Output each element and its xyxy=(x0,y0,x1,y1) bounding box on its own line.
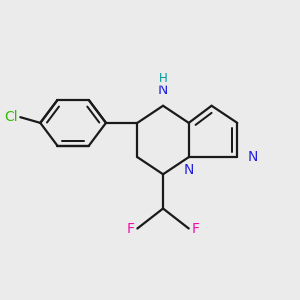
Text: N: N xyxy=(248,150,259,164)
Text: F: F xyxy=(127,221,134,236)
Text: N: N xyxy=(184,163,194,177)
Text: F: F xyxy=(192,221,200,236)
Text: N: N xyxy=(158,83,168,97)
Text: Cl: Cl xyxy=(4,110,17,124)
Text: H: H xyxy=(159,72,167,85)
